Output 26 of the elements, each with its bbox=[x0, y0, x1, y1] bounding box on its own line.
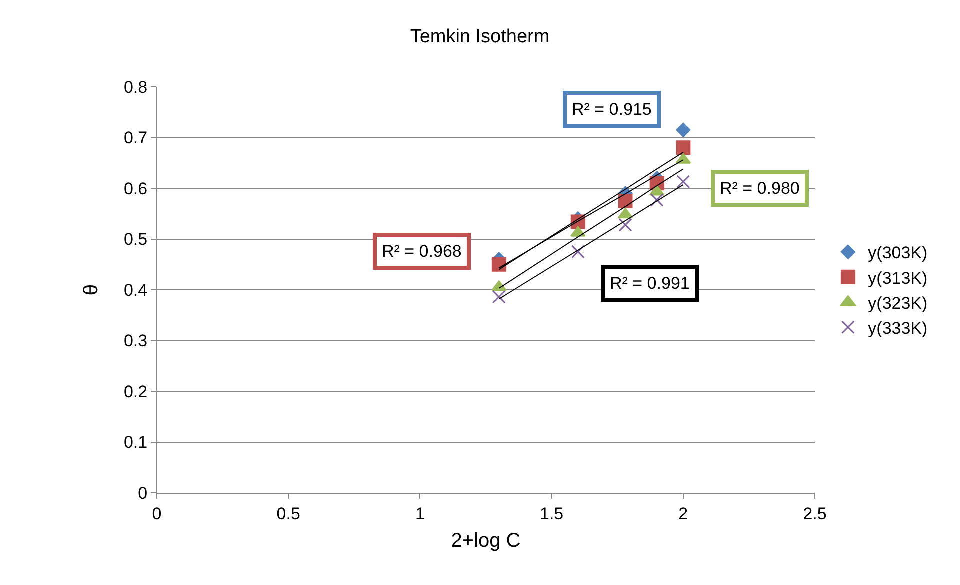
annotation: R² = 0.980 bbox=[720, 179, 800, 198]
x-tick-label: 2 bbox=[678, 504, 688, 524]
y-tick-label: 0.6 bbox=[124, 179, 148, 198]
x-tick-label: 2.5 bbox=[803, 504, 827, 524]
y-tick-label: 0.1 bbox=[124, 433, 148, 452]
legend-label: y(303K) bbox=[868, 244, 928, 263]
y-tick-label: 0.7 bbox=[124, 128, 148, 148]
y-tick-label: 0.4 bbox=[124, 280, 148, 300]
annotation: R² = 0.915 bbox=[572, 100, 652, 119]
annotation: R² = 0.968 bbox=[382, 242, 462, 261]
annotation: R² = 0.991 bbox=[610, 274, 690, 293]
y-tick-label: 0.2 bbox=[124, 382, 148, 402]
x-tick-label: 1 bbox=[415, 504, 425, 524]
x-tick-label: 0 bbox=[152, 504, 162, 524]
y-tick-label: 0.3 bbox=[124, 332, 148, 351]
y-tick-label: 0.8 bbox=[124, 78, 148, 97]
legend-label: y(333K) bbox=[868, 318, 928, 338]
y-axis-title: θ bbox=[80, 284, 102, 296]
chart-title: Temkin Isotherm bbox=[410, 26, 550, 48]
x-tick-label: 0.5 bbox=[276, 504, 300, 524]
x-tick-label: 1.5 bbox=[540, 504, 564, 524]
y-tick-label: 0 bbox=[138, 484, 148, 503]
y-tick-label: 0.5 bbox=[124, 230, 148, 250]
legend-label: y(323K) bbox=[868, 294, 928, 313]
legend-label: y(313K) bbox=[868, 268, 928, 288]
x-axis-title: 2+log C bbox=[451, 530, 521, 552]
